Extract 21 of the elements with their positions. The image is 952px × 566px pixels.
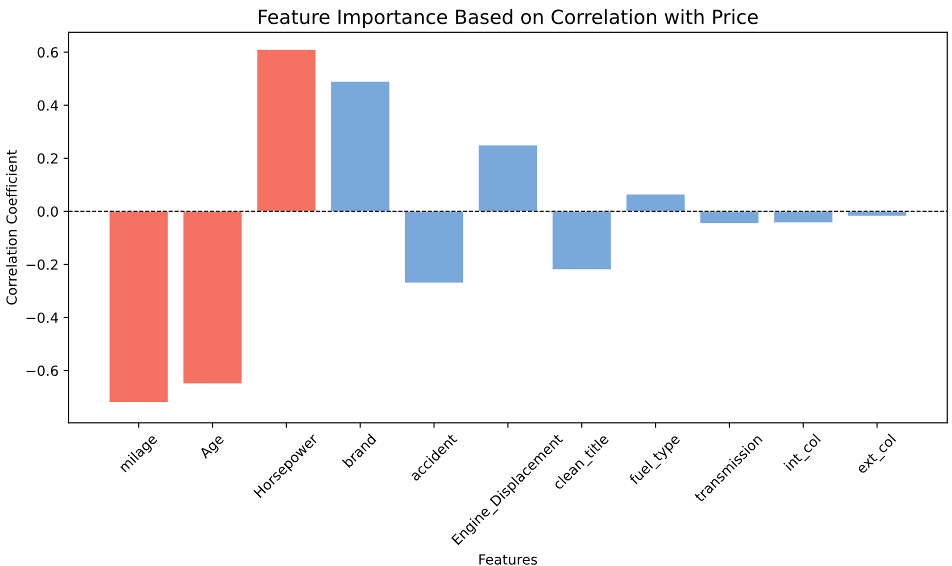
- x-axis-title: Features: [479, 554, 538, 565]
- bar: [108, 210, 169, 403]
- y-tick-label: 0.0: [38, 206, 58, 217]
- y-tick-label: 0.2: [38, 153, 58, 164]
- bar: [699, 210, 760, 224]
- bar: [552, 210, 612, 270]
- y-tick-label: −0.2: [26, 259, 58, 270]
- bar: [773, 210, 834, 224]
- y-tick-label: 0.4: [38, 100, 58, 111]
- y-tick-label: 0.6: [38, 47, 58, 58]
- y-tick-label: −0.4: [26, 312, 58, 323]
- chart-title: Feature Importance Based on Correlation with Price: [258, 9, 758, 28]
- bar: [256, 49, 316, 212]
- bar: [626, 194, 686, 212]
- y-tick-label: −0.6: [26, 366, 58, 376]
- x-tick-label: Age: [198, 433, 226, 461]
- bar: [182, 210, 242, 384]
- y-axis-title: Correlation Coefficient: [6, 150, 17, 305]
- bar: [478, 144, 538, 212]
- bar: [330, 80, 390, 212]
- bar: [404, 210, 464, 284]
